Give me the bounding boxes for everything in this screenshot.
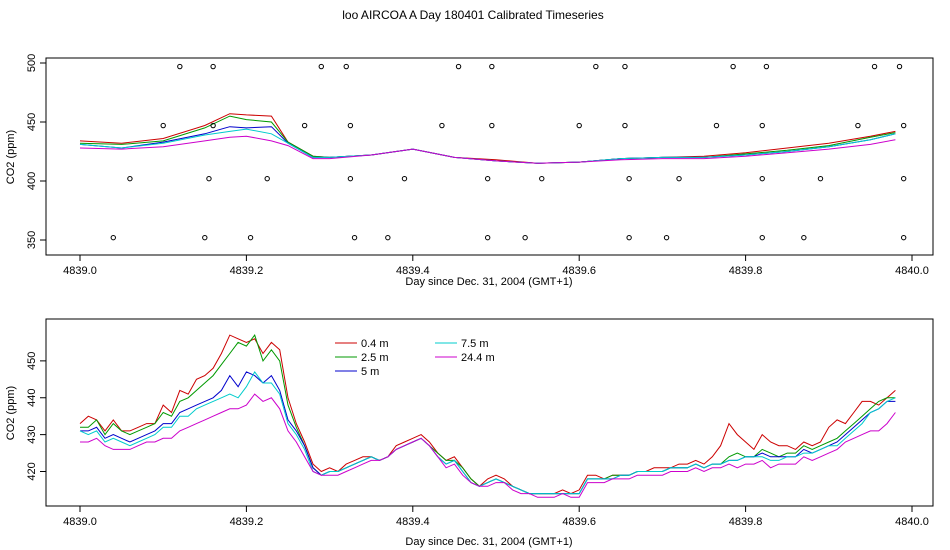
calibration-point xyxy=(622,122,628,129)
x-tick-label: 4840.0 xyxy=(895,516,929,528)
series-line-7-5-m xyxy=(79,370,896,495)
calibration-point xyxy=(401,175,408,182)
y-tick-label: 440 xyxy=(26,389,38,407)
legend-label: 24.4 m xyxy=(461,352,495,364)
x-tick-label: 4840.0 xyxy=(895,265,929,277)
calibration-point xyxy=(247,234,254,241)
calibration-point xyxy=(759,175,765,182)
x-tick-label: 4839.2 xyxy=(230,265,264,277)
calibration-point xyxy=(759,122,765,129)
calibration-point xyxy=(759,234,765,241)
calibration-point xyxy=(539,175,545,182)
series-line-1 xyxy=(79,113,896,164)
x-tick-label: 4839.8 xyxy=(729,516,763,528)
top-calibration-points xyxy=(110,63,907,241)
top-axes: 4839.0 4839.2 4839.4 4839.6 4839.8 4840.0 350 4… xyxy=(26,54,929,277)
y-tick-label: 450 xyxy=(26,113,38,131)
top-panel: 4839.0 4839.2 4839.4 4839.6 4839.8 4840.0 350 4… xyxy=(5,54,934,288)
x-tick-label: 4839.6 xyxy=(562,265,596,277)
top-y-axis-label: CO2 (ppm) xyxy=(5,130,17,184)
calibration-point xyxy=(110,234,116,241)
calibration-point xyxy=(127,175,133,182)
calibration-point xyxy=(385,234,391,241)
calibration-point xyxy=(347,122,354,129)
calibration-point xyxy=(871,63,878,70)
y-tick-label: 430 xyxy=(26,425,38,443)
calibration-point xyxy=(900,234,907,241)
calibration-point xyxy=(626,175,632,182)
bottom-panel: 4839.0 4839.2 4839.4 4839.6 4839.8 4840.0 420 4… xyxy=(5,318,934,548)
calibration-point xyxy=(626,234,632,241)
series-line-0-4-m xyxy=(79,334,896,495)
bottom-series-lines xyxy=(79,334,896,498)
legend-label: 2.5 m xyxy=(361,352,389,364)
calibration-point xyxy=(160,122,166,129)
calibration-point xyxy=(593,63,599,70)
calibration-point xyxy=(522,234,528,241)
calibration-point xyxy=(455,63,462,70)
series-line-3 xyxy=(79,126,896,164)
bottom-legend: 0.4 m 2.5 m 5 m 7.5 m 24.4 m xyxy=(335,338,495,378)
calibration-point xyxy=(730,63,736,70)
calibration-point xyxy=(663,234,670,241)
calibration-point xyxy=(900,175,907,182)
calibration-point xyxy=(713,122,720,129)
x-tick-label: 4839.4 xyxy=(396,265,430,277)
bottom-y-axis-label: CO2 (ppm) xyxy=(5,386,17,440)
calibration-point xyxy=(763,63,770,70)
y-tick-label: 420 xyxy=(26,462,38,480)
x-tick-label: 4839.8 xyxy=(729,265,763,277)
series-line-24-4-m xyxy=(80,393,896,498)
legend-label: 5 m xyxy=(361,366,379,378)
series-line-5-m xyxy=(80,371,896,495)
calibration-point xyxy=(343,63,349,70)
y-tick-label: 400 xyxy=(26,172,38,190)
calibration-point xyxy=(439,122,445,129)
calibration-point xyxy=(900,122,907,129)
calibration-point xyxy=(817,175,824,182)
bottom-axes: 4839.0 4839.2 4839.4 4839.6 4839.8 4840.0 420 4… xyxy=(26,352,929,528)
calibration-point xyxy=(177,63,183,70)
legend-label: 0.4 m xyxy=(361,338,389,350)
legend-label: 7.5 m xyxy=(461,338,489,350)
calibration-point xyxy=(896,63,903,70)
calibration-point xyxy=(484,175,491,182)
calibration-point xyxy=(855,122,861,129)
calibration-point xyxy=(206,175,212,182)
x-tick-label: 4839.2 xyxy=(230,516,264,528)
calibration-point xyxy=(347,175,354,182)
top-plot-frame xyxy=(45,57,934,256)
calibration-point xyxy=(622,63,628,70)
bottom-x-axis-label: Day since Dec. 31, 2004 (GMT+1) xyxy=(405,536,572,548)
calibration-point xyxy=(484,234,491,241)
top-series-lines xyxy=(79,113,896,164)
x-tick-label: 4839.0 xyxy=(63,265,97,277)
top-x-axis-label: Day since Dec. 31, 2004 (GMT+1) xyxy=(405,276,572,288)
calibration-point xyxy=(318,63,324,70)
series-line-2 xyxy=(79,115,896,164)
x-tick-label: 4839.0 xyxy=(63,516,97,528)
calibration-point xyxy=(676,175,682,182)
series-line-5 xyxy=(79,135,896,164)
figure-title: loo AIRCOA A Day 180401 Calibrated Times… xyxy=(342,8,603,22)
calibration-point xyxy=(801,234,807,241)
calibration-point xyxy=(210,63,216,70)
calibration-point xyxy=(489,122,495,129)
calibration-point xyxy=(210,122,216,129)
y-tick-label: 450 xyxy=(26,352,38,370)
y-tick-label: 350 xyxy=(26,231,38,249)
calibration-point xyxy=(264,175,270,182)
calibration-point xyxy=(202,234,208,241)
calibration-point xyxy=(351,234,358,241)
bottom-plot-frame xyxy=(45,318,934,507)
calibration-point xyxy=(576,122,582,129)
x-tick-label: 4839.6 xyxy=(562,516,596,528)
y-tick-label: 500 xyxy=(26,54,38,72)
calibration-point xyxy=(489,63,495,70)
calibration-point xyxy=(301,122,308,129)
x-tick-label: 4839.4 xyxy=(396,516,430,528)
